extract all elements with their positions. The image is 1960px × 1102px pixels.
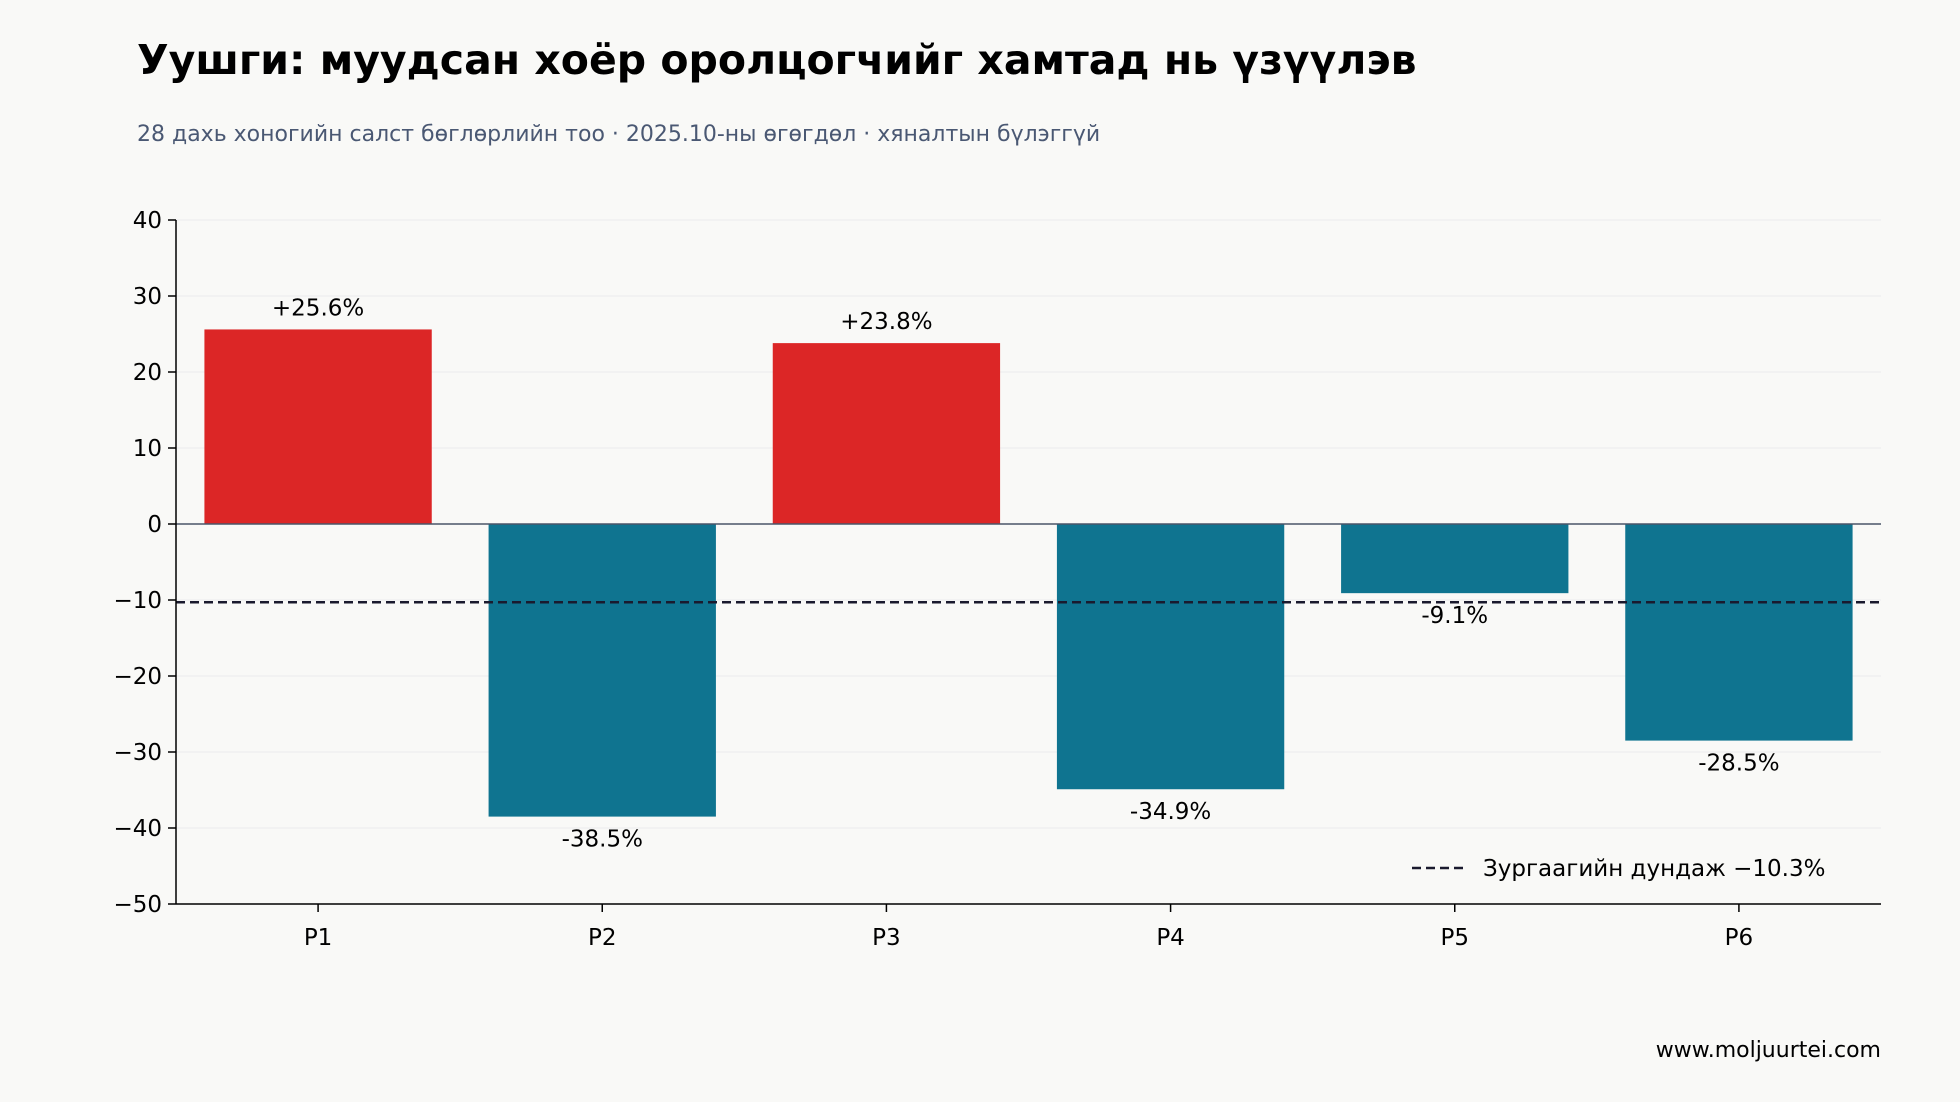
value-label: -38.5% bbox=[562, 827, 643, 853]
y-tick-label: −10 bbox=[113, 588, 162, 614]
y-tick-label: −50 bbox=[113, 892, 162, 918]
y-tick-label: −20 bbox=[113, 664, 162, 690]
bar-p5 bbox=[1341, 524, 1569, 594]
value-label: +25.6% bbox=[272, 295, 364, 321]
y-tick-label: −40 bbox=[113, 816, 162, 842]
y-tick-label: 0 bbox=[147, 512, 162, 538]
legend-label: Зургаагийн дундаж −10.3% bbox=[1483, 856, 1825, 882]
value-label: -28.5% bbox=[1698, 751, 1779, 777]
bar-p6 bbox=[1625, 524, 1853, 741]
x-tick-label: P3 bbox=[872, 925, 901, 951]
x-tick-label: P2 bbox=[588, 925, 617, 951]
axes: 40 30 20 10 0 −10 −20 −30 −40 −50 P1 P2 P3 P4 P5 P6 bbox=[113, 208, 1881, 951]
value-labels: +25.6% -38.5% +23.8% -34.9% -9.1% -28.5% bbox=[272, 295, 1780, 852]
y-tick-label: 20 bbox=[133, 360, 162, 386]
y-tick-label: −30 bbox=[113, 740, 162, 766]
y-tick-label: 10 bbox=[133, 436, 162, 462]
value-label: +23.8% bbox=[840, 309, 932, 335]
chart-title: Уушги: муудсан хоёр оролцогчийг хамтад н… bbox=[137, 36, 1417, 84]
x-tick-label: P4 bbox=[1156, 925, 1185, 951]
chart-subtitle: 28 дахь хоногийн салст бөглөрлийн тоо · … bbox=[137, 122, 1101, 147]
value-label: -9.1% bbox=[1421, 603, 1488, 629]
legend: Зургаагийн дундаж −10.3% bbox=[1412, 856, 1825, 882]
source-url: www.moljuurtei.com bbox=[1655, 1038, 1881, 1063]
y-tick-label: 30 bbox=[133, 284, 162, 310]
bar-p1 bbox=[204, 329, 432, 524]
bar-p2 bbox=[488, 524, 716, 817]
x-tick-label: P5 bbox=[1440, 925, 1469, 951]
bar-p4 bbox=[1056, 524, 1285, 790]
bars bbox=[204, 329, 1853, 817]
x-tick-label: P6 bbox=[1725, 925, 1754, 951]
y-tick-label: 40 bbox=[133, 208, 162, 234]
value-label: -34.9% bbox=[1130, 799, 1211, 825]
bar-p3 bbox=[772, 343, 1001, 524]
x-tick-label: P1 bbox=[304, 925, 333, 951]
